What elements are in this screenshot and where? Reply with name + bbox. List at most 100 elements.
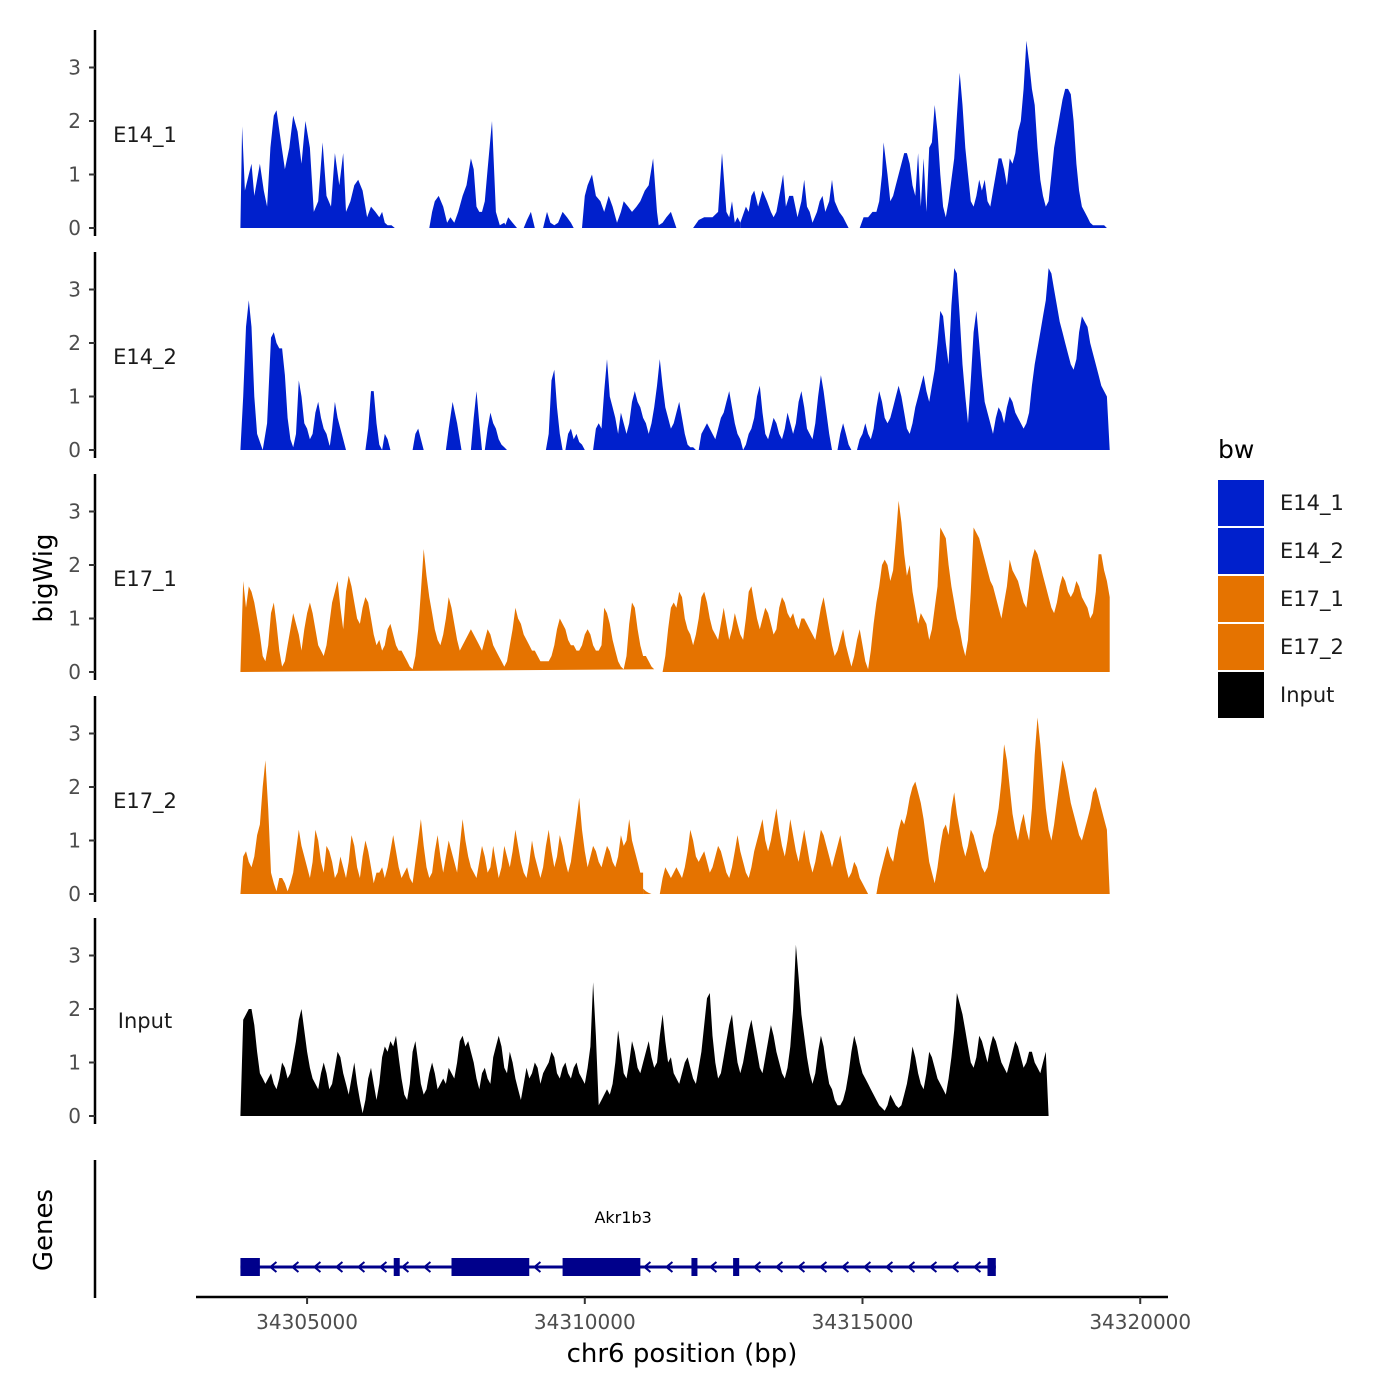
- coverage-area: [240, 300, 333, 450]
- y-tick-label: 2: [68, 997, 81, 1021]
- track-e14_2: 0 1 2 3 E14_2: [68, 252, 1110, 462]
- x-axis: 34305000 34310000 34315000 34320000: [196, 1295, 1191, 1334]
- bigwig-tracks: 0 1 2 3 E14_1 0 1 2 3 E14_2 0 1 2 3 E17_1 0 1 2 3 E17_2 0 1 2 3…: [68, 30, 1110, 1128]
- coverage-area: [693, 153, 741, 228]
- y-tick-label: 0: [68, 660, 81, 684]
- x-tick-label: 34315000: [812, 1310, 914, 1334]
- coverage-area: [743, 375, 832, 450]
- y-tick-label: 3: [68, 56, 81, 80]
- coverage-area: [240, 944, 1049, 1116]
- strand-arrow: [664, 1261, 674, 1273]
- legend-key: [1218, 528, 1264, 574]
- strand-arrow: [532, 1261, 542, 1273]
- coverage-area: [445, 401, 462, 450]
- legend-title: bw: [1218, 435, 1254, 464]
- coverage-area: [543, 211, 574, 228]
- y-tick-label: 1: [68, 1051, 81, 1075]
- track-label: E17_2: [113, 789, 177, 814]
- y-tick-label: 0: [68, 882, 81, 906]
- strand-arrow: [972, 1261, 982, 1273]
- legend-label: E17_2: [1280, 635, 1344, 660]
- y-tick-label: 0: [68, 216, 81, 240]
- gene-exon: [691, 1258, 698, 1276]
- strand-arrow: [796, 1261, 806, 1273]
- y-tick-label: 1: [68, 163, 81, 187]
- track-e14_1: 0 1 2 3 E14_1: [68, 30, 1107, 240]
- strand-arrow: [862, 1261, 872, 1273]
- gene-exon: [393, 1258, 400, 1276]
- y-tick-label: 1: [68, 385, 81, 409]
- y-tick-label: 3: [68, 722, 81, 746]
- strand-arrow: [840, 1261, 850, 1273]
- strand-arrow: [268, 1261, 278, 1273]
- strand-arrow: [884, 1261, 894, 1273]
- coverage-area: [329, 401, 346, 450]
- coverage-area: [382, 433, 391, 450]
- strand-arrow: [312, 1261, 322, 1273]
- track-label: E17_1: [113, 567, 177, 592]
- strand-arrow: [752, 1261, 762, 1273]
- legend-label: E14_1: [1280, 491, 1344, 516]
- track-e17_2: 0 1 2 3 E17_2: [68, 696, 1110, 906]
- coverage-area: [740, 174, 849, 228]
- coverage-area: [484, 412, 507, 450]
- legend-label: Input: [1280, 683, 1334, 707]
- coverage-area: [859, 40, 1107, 228]
- coverage-area: [565, 428, 585, 450]
- track-label: E14_2: [113, 345, 177, 370]
- legend-key: [1218, 480, 1264, 526]
- coverage-area: [662, 500, 1110, 672]
- strand-arrow: [422, 1261, 432, 1273]
- x-tick-label: 34310000: [534, 1310, 636, 1334]
- strand-arrow: [642, 1261, 652, 1273]
- strand-arrow: [906, 1261, 916, 1273]
- coverage-area: [470, 391, 482, 450]
- legend-key: [1218, 672, 1264, 718]
- coverage-area: [643, 888, 652, 894]
- y-tick-label: 3: [68, 278, 81, 302]
- coverage-area: [698, 391, 744, 450]
- track-label: Input: [118, 1009, 172, 1033]
- genes-axis-title: Genes: [29, 1189, 59, 1271]
- coverage-area: [582, 158, 677, 228]
- y-tick-label: 1: [68, 829, 81, 853]
- coverage-area: [504, 217, 517, 228]
- x-tick-label: 34305000: [256, 1310, 358, 1334]
- gene-exon: [451, 1258, 530, 1276]
- y-tick-label: 3: [68, 500, 81, 524]
- coverage-area: [365, 391, 383, 450]
- track-label: E14_1: [113, 123, 177, 148]
- gene-exon: [733, 1258, 740, 1276]
- coverage-area: [593, 359, 696, 450]
- gene-exon: [240, 1258, 260, 1276]
- strand-arrow: [400, 1261, 410, 1273]
- y-tick-label: 1: [68, 607, 81, 631]
- coverage-area: [240, 549, 655, 672]
- coverage-area: [876, 717, 1110, 894]
- strand-arrow: [378, 1261, 388, 1273]
- legend-label: E17_1: [1280, 587, 1344, 612]
- coverage-area: [412, 428, 424, 450]
- strand-arrow: [290, 1261, 300, 1273]
- y-axis-title: bigWig: [29, 533, 59, 622]
- coverage-area: [857, 268, 1110, 450]
- legend-key: [1218, 624, 1264, 670]
- coverage-area: [545, 369, 563, 450]
- coverage-area: [240, 760, 644, 894]
- strand-arrow: [708, 1261, 718, 1273]
- gene-exon: [562, 1258, 641, 1276]
- x-axis-title: chr6 position (bp): [567, 1339, 798, 1369]
- y-tick-label: 2: [68, 331, 81, 355]
- y-tick-label: 2: [68, 775, 81, 799]
- y-tick-label: 2: [68, 109, 81, 133]
- gene-model: Akr1b3: [240, 1208, 996, 1276]
- legend-key: [1218, 576, 1264, 622]
- strand-arrow: [818, 1261, 828, 1273]
- gene-name-label: Akr1b3: [594, 1208, 651, 1227]
- coverage-area: [429, 121, 507, 228]
- x-tick-label: 34320000: [1089, 1310, 1191, 1334]
- strand-arrow: [356, 1261, 366, 1273]
- coverage-area: [659, 808, 869, 894]
- gene-exon: [987, 1258, 996, 1276]
